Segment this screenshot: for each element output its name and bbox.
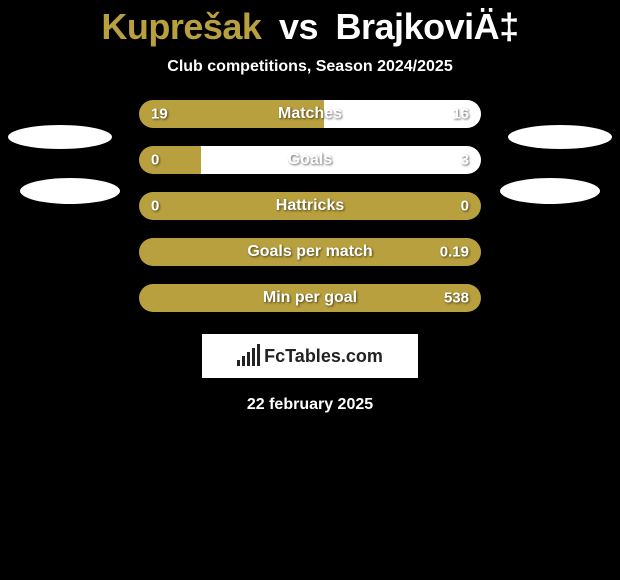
stat-value-right: 0 bbox=[461, 198, 469, 215]
player-photo-placeholder bbox=[20, 178, 120, 204]
stats-column: Matches 19 16 Goals 0 3 Hattricks 0 0 Goals per m… bbox=[139, 100, 481, 312]
stat-value-right: 16 bbox=[452, 106, 469, 123]
stat-label: Goals per match bbox=[247, 243, 372, 261]
stat-fill-left bbox=[139, 146, 201, 174]
player-photo-placeholder bbox=[500, 178, 600, 204]
stat-row: Matches 19 16 bbox=[139, 100, 481, 128]
bars-icon-bar bbox=[242, 356, 245, 366]
stat-value-left: 0 bbox=[151, 198, 159, 215]
stat-label: Min per goal bbox=[263, 289, 357, 307]
bars-icon-bar bbox=[252, 348, 255, 366]
stat-value-left: 19 bbox=[151, 106, 168, 123]
stat-value-right: 3 bbox=[461, 152, 469, 169]
bars-icon bbox=[237, 346, 260, 366]
stat-fill-right bbox=[201, 146, 481, 174]
player1-name: Kuprešak bbox=[101, 6, 261, 47]
comparison-title: Kuprešak vs BrajkoviÄ‡ bbox=[101, 6, 518, 48]
stat-value-left: 0 bbox=[151, 152, 159, 169]
player-photo-placeholder bbox=[508, 125, 612, 149]
stat-row: Hattricks 0 0 bbox=[139, 192, 481, 220]
stat-row: Goals per match 0.19 bbox=[139, 238, 481, 266]
player-photo-placeholder bbox=[8, 125, 112, 149]
stat-row: Min per goal 538 bbox=[139, 284, 481, 312]
stat-row: Goals 0 3 bbox=[139, 146, 481, 174]
player2-name: BrajkoviÄ‡ bbox=[336, 6, 519, 47]
fctables-logo[interactable]: FcTables.com bbox=[202, 334, 418, 378]
stat-label: Hattricks bbox=[276, 197, 344, 215]
bars-icon-bar bbox=[257, 344, 260, 366]
logo-text: FcTables.com bbox=[264, 346, 383, 367]
main-container: Kuprešak vs BrajkoviÄ‡ Club competitions… bbox=[0, 0, 620, 414]
stat-value-right: 0.19 bbox=[440, 244, 469, 261]
subtitle: Club competitions, Season 2024/2025 bbox=[167, 58, 452, 76]
vs-text: vs bbox=[279, 6, 318, 47]
bars-icon-bar bbox=[247, 352, 250, 366]
bars-icon-bar bbox=[237, 360, 240, 366]
stat-label: Matches bbox=[278, 105, 342, 123]
stat-value-right: 538 bbox=[444, 290, 469, 307]
date-text: 22 february 2025 bbox=[247, 396, 373, 414]
stat-label: Goals bbox=[288, 151, 332, 169]
